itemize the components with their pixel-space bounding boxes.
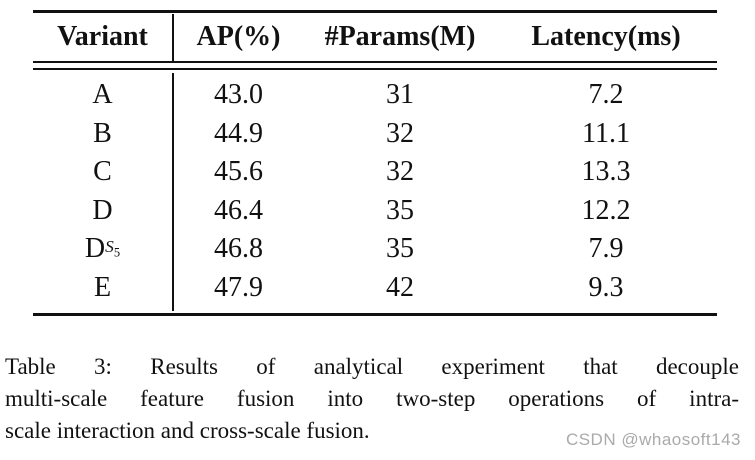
variant-cell: D S5 bbox=[84, 233, 121, 265]
table-row: C 45.6 32 13.3 bbox=[33, 153, 717, 192]
csdn-watermark: CSDN @whaosoft143 bbox=[565, 430, 741, 449]
caption-line-3: scale interaction and cross-scale fusion… bbox=[5, 418, 370, 443]
header-ap: AP(%) bbox=[196, 21, 281, 52]
table-body: A 43.0 31 7.2 B 44.9 32 11.1 C 45.6 32 13.3 D 46.4 35 1… bbox=[33, 76, 717, 307]
ap-cell: 46.8 bbox=[214, 233, 263, 265]
variant-cell: D bbox=[92, 194, 113, 226]
caption-line-1: Table 3: Results of analytical experimen… bbox=[5, 354, 739, 379]
table-header-rule-2 bbox=[33, 68, 717, 70]
table-row: B 44.9 32 11.1 bbox=[33, 115, 717, 154]
params-cell: 32 bbox=[386, 156, 414, 188]
latency-cell: 13.3 bbox=[581, 156, 631, 188]
latency-cell: 12.2 bbox=[581, 194, 631, 226]
variant-cell: C bbox=[93, 156, 112, 188]
header-latency: Latency(ms) bbox=[531, 21, 681, 52]
results-table: Variant AP(%) #Params(M) Latency(ms) A 43… bbox=[33, 0, 717, 320]
latency-cell: 7.2 bbox=[588, 79, 624, 111]
table-row: E 47.9 42 9.3 bbox=[33, 269, 717, 308]
header-variant: Variant bbox=[57, 21, 148, 52]
variant-cell: E bbox=[93, 271, 112, 303]
table-bottom-rule bbox=[33, 313, 717, 316]
params-cell: 35 bbox=[386, 233, 414, 265]
table-row: D S5 46.8 35 7.9 bbox=[33, 230, 717, 269]
table-vertical-rule-body bbox=[172, 73, 174, 311]
params-cell: 31 bbox=[386, 79, 414, 111]
table-row: D 46.4 35 12.2 bbox=[33, 192, 717, 231]
table-top-rule bbox=[33, 10, 717, 13]
variant-cell: B bbox=[93, 117, 112, 149]
latency-cell: 11.1 bbox=[582, 117, 630, 149]
params-cell: 32 bbox=[386, 117, 414, 149]
ap-cell: 47.9 bbox=[214, 271, 263, 303]
table-header-row: Variant AP(%) #Params(M) Latency(ms) bbox=[33, 13, 717, 61]
latency-cell: 9.3 bbox=[588, 271, 624, 303]
params-cell: 42 bbox=[386, 271, 414, 303]
table-vertical-rule-header bbox=[172, 14, 174, 61]
params-cell: 35 bbox=[386, 194, 414, 226]
ap-cell: 44.9 bbox=[214, 117, 263, 149]
header-params: #Params(M) bbox=[324, 21, 476, 52]
latency-cell: 7.9 bbox=[588, 233, 624, 265]
ap-cell: 46.4 bbox=[214, 194, 263, 226]
caption-line-2: multi-scale feature fusion into two-step… bbox=[5, 386, 739, 411]
table-row: A 43.0 31 7.2 bbox=[33, 76, 717, 115]
ap-cell: 45.6 bbox=[214, 156, 263, 188]
table-header-rule-1 bbox=[33, 61, 717, 63]
ap-cell: 43.0 bbox=[214, 79, 263, 111]
variant-cell: A bbox=[92, 79, 113, 111]
table-caption: Table 3: Results of analytical experimen… bbox=[5, 351, 739, 447]
